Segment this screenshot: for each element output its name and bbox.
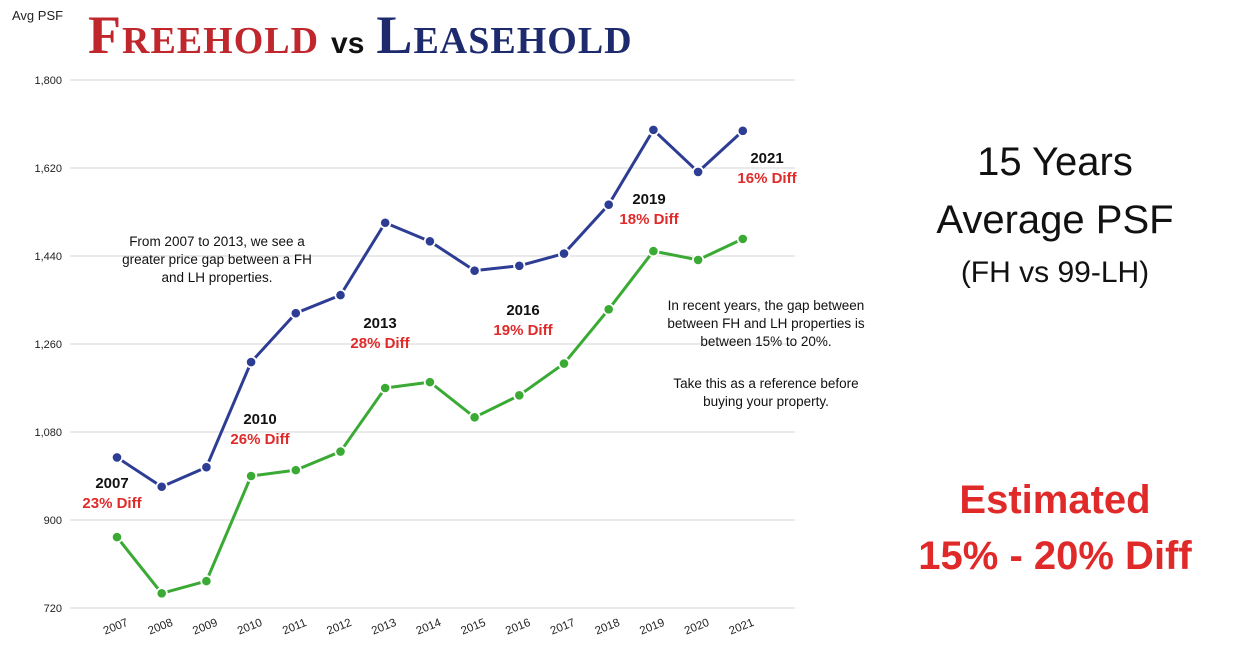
right-note2-line: buying your property. [703,394,829,409]
data-point-series-1 [334,289,347,302]
title-freehold-initial: F [88,5,122,65]
data-point-series-2 [110,531,124,544]
y-tick-label: 1,260 [34,339,62,351]
title-leasehold-initial: L [376,5,414,65]
x-tick-label: 2017 [549,617,577,638]
summary-title-line2: Average PSF [936,198,1174,242]
summary-title-line1: 15 Years [977,140,1133,184]
data-point-series-2 [334,445,347,458]
data-point-series-1 [379,216,392,229]
right-note2-line: Take this as a reference before [673,376,859,391]
summary-title-line3: (FH vs 99-LH) [960,256,1150,289]
title-freehold: FREEHOLD [88,8,319,62]
y-tick-label: 1,800 [34,75,62,87]
y-tick-label: 720 [44,603,62,615]
data-point-series-2 [155,587,168,600]
annotation-diff: 28% Diff [350,335,410,352]
x-tick-label: 2010 [236,617,264,638]
x-tick-label: 2021 [728,617,756,638]
x-tick-label: 2018 [593,617,621,638]
series-line-2 [115,237,744,595]
x-tick-label: 2007 [102,617,130,638]
data-point-series-1 [557,247,571,260]
x-tick-label: 2019 [638,617,666,638]
y-tick-label: 1,620 [34,163,62,175]
annotation-diff: 16% Diff [737,170,797,187]
data-point-series-1 [513,259,526,272]
data-point-series-1 [110,451,124,464]
y-tick-label: 1,080 [34,427,62,439]
y-tick-label: 1,440 [34,251,62,263]
data-point-series-2 [289,464,302,477]
x-tick-label: 2016 [504,617,532,638]
right-note: In recent years, the gap between between… [626,297,906,351]
title-vs: vs [331,27,365,60]
estimate-line1: Estimated [959,478,1151,522]
data-point-series-1 [691,165,705,179]
x-tick-label: 2020 [683,617,711,638]
estimate-line2: 15% - 20% Diff [918,534,1192,578]
data-point-series-1 [423,235,436,248]
annotation-year: 2021 [750,150,783,167]
left-note-line: From 2007 to 2013, we see a [129,234,305,249]
left-note: From 2007 to 2013, we see a greater pric… [72,233,362,287]
data-point-series-2 [557,357,571,370]
y-tick-label: 900 [44,515,62,527]
data-point-series-2 [691,253,705,267]
right-note-line: between 15% to 20%. [700,334,832,349]
x-tick-label: 2014 [415,617,444,638]
data-point-series-1 [647,123,660,136]
x-tick-label: 2015 [459,617,487,638]
data-point-series-1 [155,480,168,493]
data-point-series-1 [736,124,749,137]
title-leasehold: LEASEHOLD [376,8,632,62]
data-point-series-1 [245,355,258,369]
data-point-series-2 [379,381,392,395]
annotation-year: 2007 [95,475,128,492]
data-point-series-2 [423,376,436,389]
annotation-year: 2010 [243,411,276,428]
left-note-line: and LH properties. [161,270,273,285]
data-point-series-2 [736,232,749,245]
y-axis-label: Avg PSF [12,8,64,23]
left-note-line: greater price gap between a FH [122,252,312,267]
page-title: FREEHOLD vs LEASEHOLD [88,8,633,62]
x-tick-label: 2012 [325,617,353,638]
data-point-series-2 [468,411,481,424]
data-point-series-2 [245,469,258,483]
annotation-year: 2013 [363,315,396,332]
x-tick-label: 2009 [191,617,219,638]
data-point-series-1 [289,307,302,320]
annotation-diff: 23% Diff [82,495,142,512]
right-note-line: In recent years, the gap between [667,298,865,313]
data-point-series-1 [602,198,615,211]
title-freehold-rest: REEHOLD [122,20,320,62]
data-point-series-2 [647,245,660,258]
annotation-year: 2016 [506,302,539,319]
data-point-series-1 [200,461,213,474]
annotation-diff: 19% Diff [493,322,553,339]
x-tick-label: 2011 [281,617,308,637]
data-point-series-2 [513,389,526,402]
annotation-diff: 18% Diff [619,211,679,228]
right-note-2: Take this as a reference before buying y… [626,375,906,411]
data-point-series-1 [468,264,481,277]
x-tick-label: 2013 [370,617,398,638]
right-note-line: between FH and LH properties is [667,316,865,331]
data-point-series-2 [602,303,615,316]
annotation-year: 2019 [632,191,665,208]
annotation-diff: 26% Diff [230,431,290,448]
data-point-series-2 [200,575,213,588]
title-leasehold-rest: EASEHOLD [413,20,633,62]
x-tick-label: 2008 [146,617,174,638]
